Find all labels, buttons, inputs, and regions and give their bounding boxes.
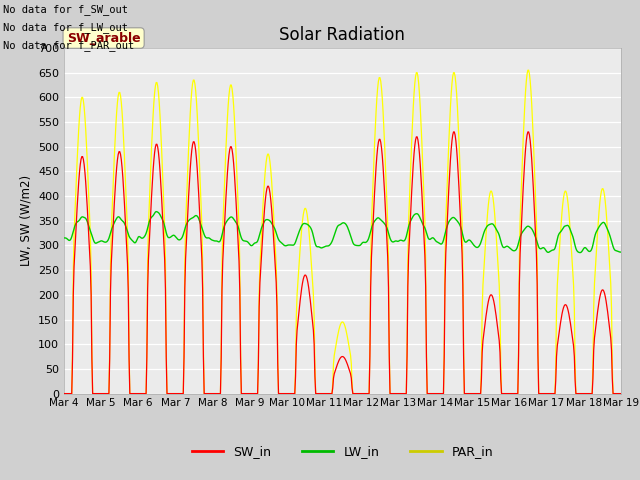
Text: No data for f_PAR_out: No data for f_PAR_out [3, 40, 134, 51]
Text: No data for f_SW_out: No data for f_SW_out [3, 4, 128, 15]
Title: Solar Radiation: Solar Radiation [280, 25, 405, 44]
Text: SW_arable: SW_arable [67, 32, 140, 45]
Y-axis label: LW, SW (W/m2): LW, SW (W/m2) [19, 175, 33, 266]
Text: No data for f_LW_out: No data for f_LW_out [3, 22, 128, 33]
Legend: SW_in, LW_in, PAR_in: SW_in, LW_in, PAR_in [186, 440, 499, 463]
